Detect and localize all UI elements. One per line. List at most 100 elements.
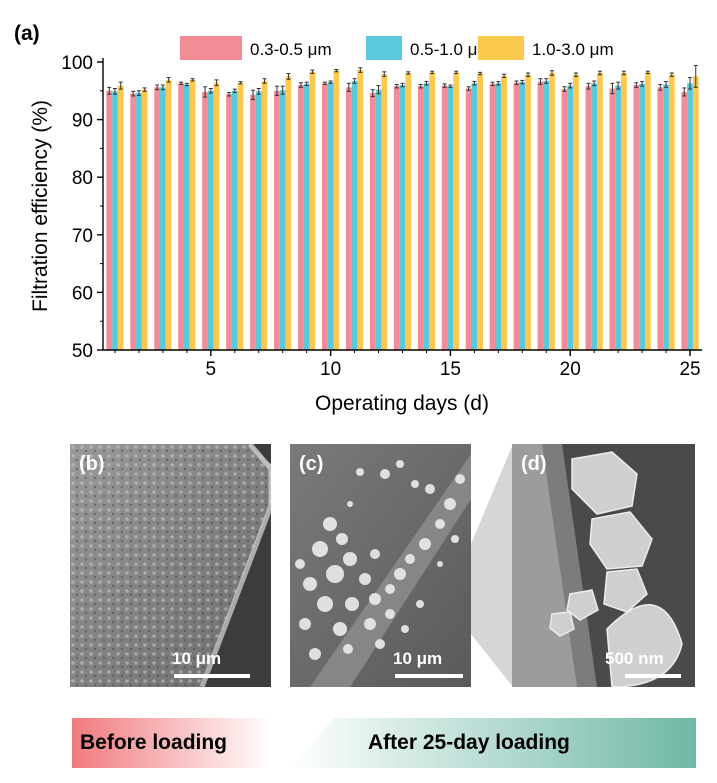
bar [333,70,340,350]
legend-swatch [478,36,524,60]
legend-label: 0.3-0.5 μm [250,40,332,59]
bar [381,74,388,350]
bar [183,84,190,351]
sem-image-after-loading: (c) 10 μm [290,444,471,687]
banner-graphic [72,718,696,768]
bar [471,83,478,350]
bar [687,83,693,350]
bar [417,86,424,350]
bar [609,88,616,350]
panel-b-scale-bar [174,674,250,678]
bar [261,81,268,351]
bar [213,82,220,351]
bar [351,81,358,351]
bar [633,85,640,350]
x-tick-label: 15 [440,359,461,380]
bar [668,74,675,350]
bar [345,87,352,351]
bar [298,85,304,350]
bar [663,84,669,351]
bar [453,72,460,351]
bar [231,90,238,351]
after-loading-label: After 25-day loading [368,731,570,754]
bar [423,83,430,350]
y-tick-label: 90 [72,111,93,132]
bar [154,87,161,351]
legend-label: 1.0-3.0 μm [532,40,614,59]
x-tick-label: 25 [679,359,700,380]
y-tick-label: 80 [72,168,93,189]
panel-c-scale-text: 10 μm [393,649,443,668]
bar [621,72,627,350]
x-tick-label: 10 [320,359,341,380]
bar [226,94,232,350]
bar [141,89,148,350]
sem-image-zoomed: (d) 500 nm [512,444,695,687]
bar [405,72,412,350]
bar [543,81,550,351]
bar [393,86,400,350]
bar [525,74,531,350]
bar [130,93,137,351]
bar [573,74,579,350]
bar [303,83,310,350]
panel-c-label: (c) [299,453,324,475]
bar [537,81,544,351]
bar [644,72,651,351]
bar [369,93,376,350]
bar [513,82,520,351]
bar [519,82,526,350]
loading-timeline-banner: Before loading After 25-day loading [72,718,696,768]
bar [321,83,328,350]
bar [429,72,436,351]
bar-group [106,64,699,351]
bar [189,79,196,350]
panel-a-label: (a) [14,22,40,45]
y-axis-label: Filtration efficiency (%) [29,100,52,312]
bar [178,83,184,350]
legend-swatch [366,36,402,60]
chart-legend: 0.3-0.5 μm 0.5-1.0 μm 1.0-3.0 μm [180,36,614,60]
x-axis-label: Operating days (d) [315,392,489,415]
bar [237,82,244,351]
bar [112,91,118,350]
bar [549,72,555,350]
y-tick-label: 60 [72,283,93,304]
panel-b-scale-text: 10 μm [172,649,222,668]
chart-axes: 50 60 70 80 90 100 5 10 15 20 25 [61,53,702,380]
panel-b-label: (b) [79,453,105,475]
bar [681,91,688,351]
bar [274,90,280,351]
filtration-efficiency-chart: (a) 0.3-0.5 μm 0.5-1.0 μm 1.0-3.0 μm 50 60 7… [14,22,702,415]
bar [309,71,316,351]
bar [207,90,214,351]
bar [447,86,454,350]
bar [657,87,664,351]
panel-d-scale-bar [625,674,681,678]
bar [399,85,406,350]
bar [597,72,603,350]
bar [585,86,592,350]
bar [117,85,124,350]
y-tick-label: 70 [72,226,93,247]
bar [441,85,448,350]
bar [495,83,502,350]
x-tick-label: 20 [560,359,581,380]
bar [591,83,598,350]
y-tick-label: 50 [72,341,93,362]
panel-d-label: (d) [521,453,547,475]
sem-fiber-clean-picture [70,444,271,687]
bar [327,82,334,350]
bar [375,89,382,350]
bar [285,76,292,351]
bar [357,70,364,351]
bar [279,90,286,350]
legend-label: 0.5-1.0 μm [410,40,492,59]
bar [465,88,472,350]
bar [639,83,645,350]
bar [165,79,172,350]
bar [615,85,622,350]
zoom-connector [471,444,513,687]
panel-c-scale-bar [395,674,463,678]
sem-zoomed-particles-picture [512,444,695,687]
